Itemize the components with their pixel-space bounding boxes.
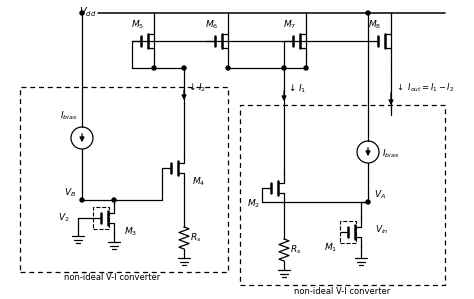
Text: $V_B$: $V_B$ bbox=[64, 187, 76, 199]
Text: $M_5$: $M_5$ bbox=[131, 18, 145, 31]
Circle shape bbox=[366, 11, 370, 15]
Text: $M_7$: $M_7$ bbox=[283, 18, 297, 31]
Text: $M_8$: $M_8$ bbox=[368, 18, 382, 31]
Text: $I_{bias}$: $I_{bias}$ bbox=[60, 110, 77, 122]
Text: $V_A$: $V_A$ bbox=[374, 188, 386, 201]
Text: $M_4$: $M_4$ bbox=[192, 176, 205, 188]
Text: $\downarrow I_2$: $\downarrow I_2$ bbox=[187, 82, 206, 94]
Text: $V_{dd}$: $V_{dd}$ bbox=[79, 5, 96, 19]
Text: $\downarrow\;I_{out} = I_1 - I_2$: $\downarrow\;I_{out} = I_1 - I_2$ bbox=[395, 82, 455, 94]
Text: $M_1$: $M_1$ bbox=[324, 242, 337, 254]
Text: $M_3$: $M_3$ bbox=[124, 226, 137, 238]
Text: $I_{bias}$: $I_{bias}$ bbox=[382, 148, 400, 160]
Text: $\downarrow I_1$: $\downarrow I_1$ bbox=[287, 83, 306, 95]
Text: non-ideal V-I converter: non-ideal V-I converter bbox=[294, 286, 390, 295]
Circle shape bbox=[182, 66, 186, 70]
Circle shape bbox=[112, 198, 116, 202]
Circle shape bbox=[80, 11, 84, 15]
Circle shape bbox=[304, 66, 308, 70]
Text: $M_2$: $M_2$ bbox=[247, 198, 260, 210]
Circle shape bbox=[80, 198, 84, 202]
Text: $R_s$: $R_s$ bbox=[290, 244, 301, 256]
Text: $R_s$: $R_s$ bbox=[190, 232, 201, 244]
Circle shape bbox=[226, 66, 230, 70]
Text: $M_6$: $M_6$ bbox=[205, 18, 219, 31]
Circle shape bbox=[282, 66, 286, 70]
Text: $V_2$: $V_2$ bbox=[58, 212, 70, 224]
Circle shape bbox=[366, 200, 370, 204]
Circle shape bbox=[152, 66, 156, 70]
Text: non-ideal V-I converter: non-ideal V-I converter bbox=[64, 274, 160, 283]
Text: $V_{in}$: $V_{in}$ bbox=[375, 224, 389, 236]
